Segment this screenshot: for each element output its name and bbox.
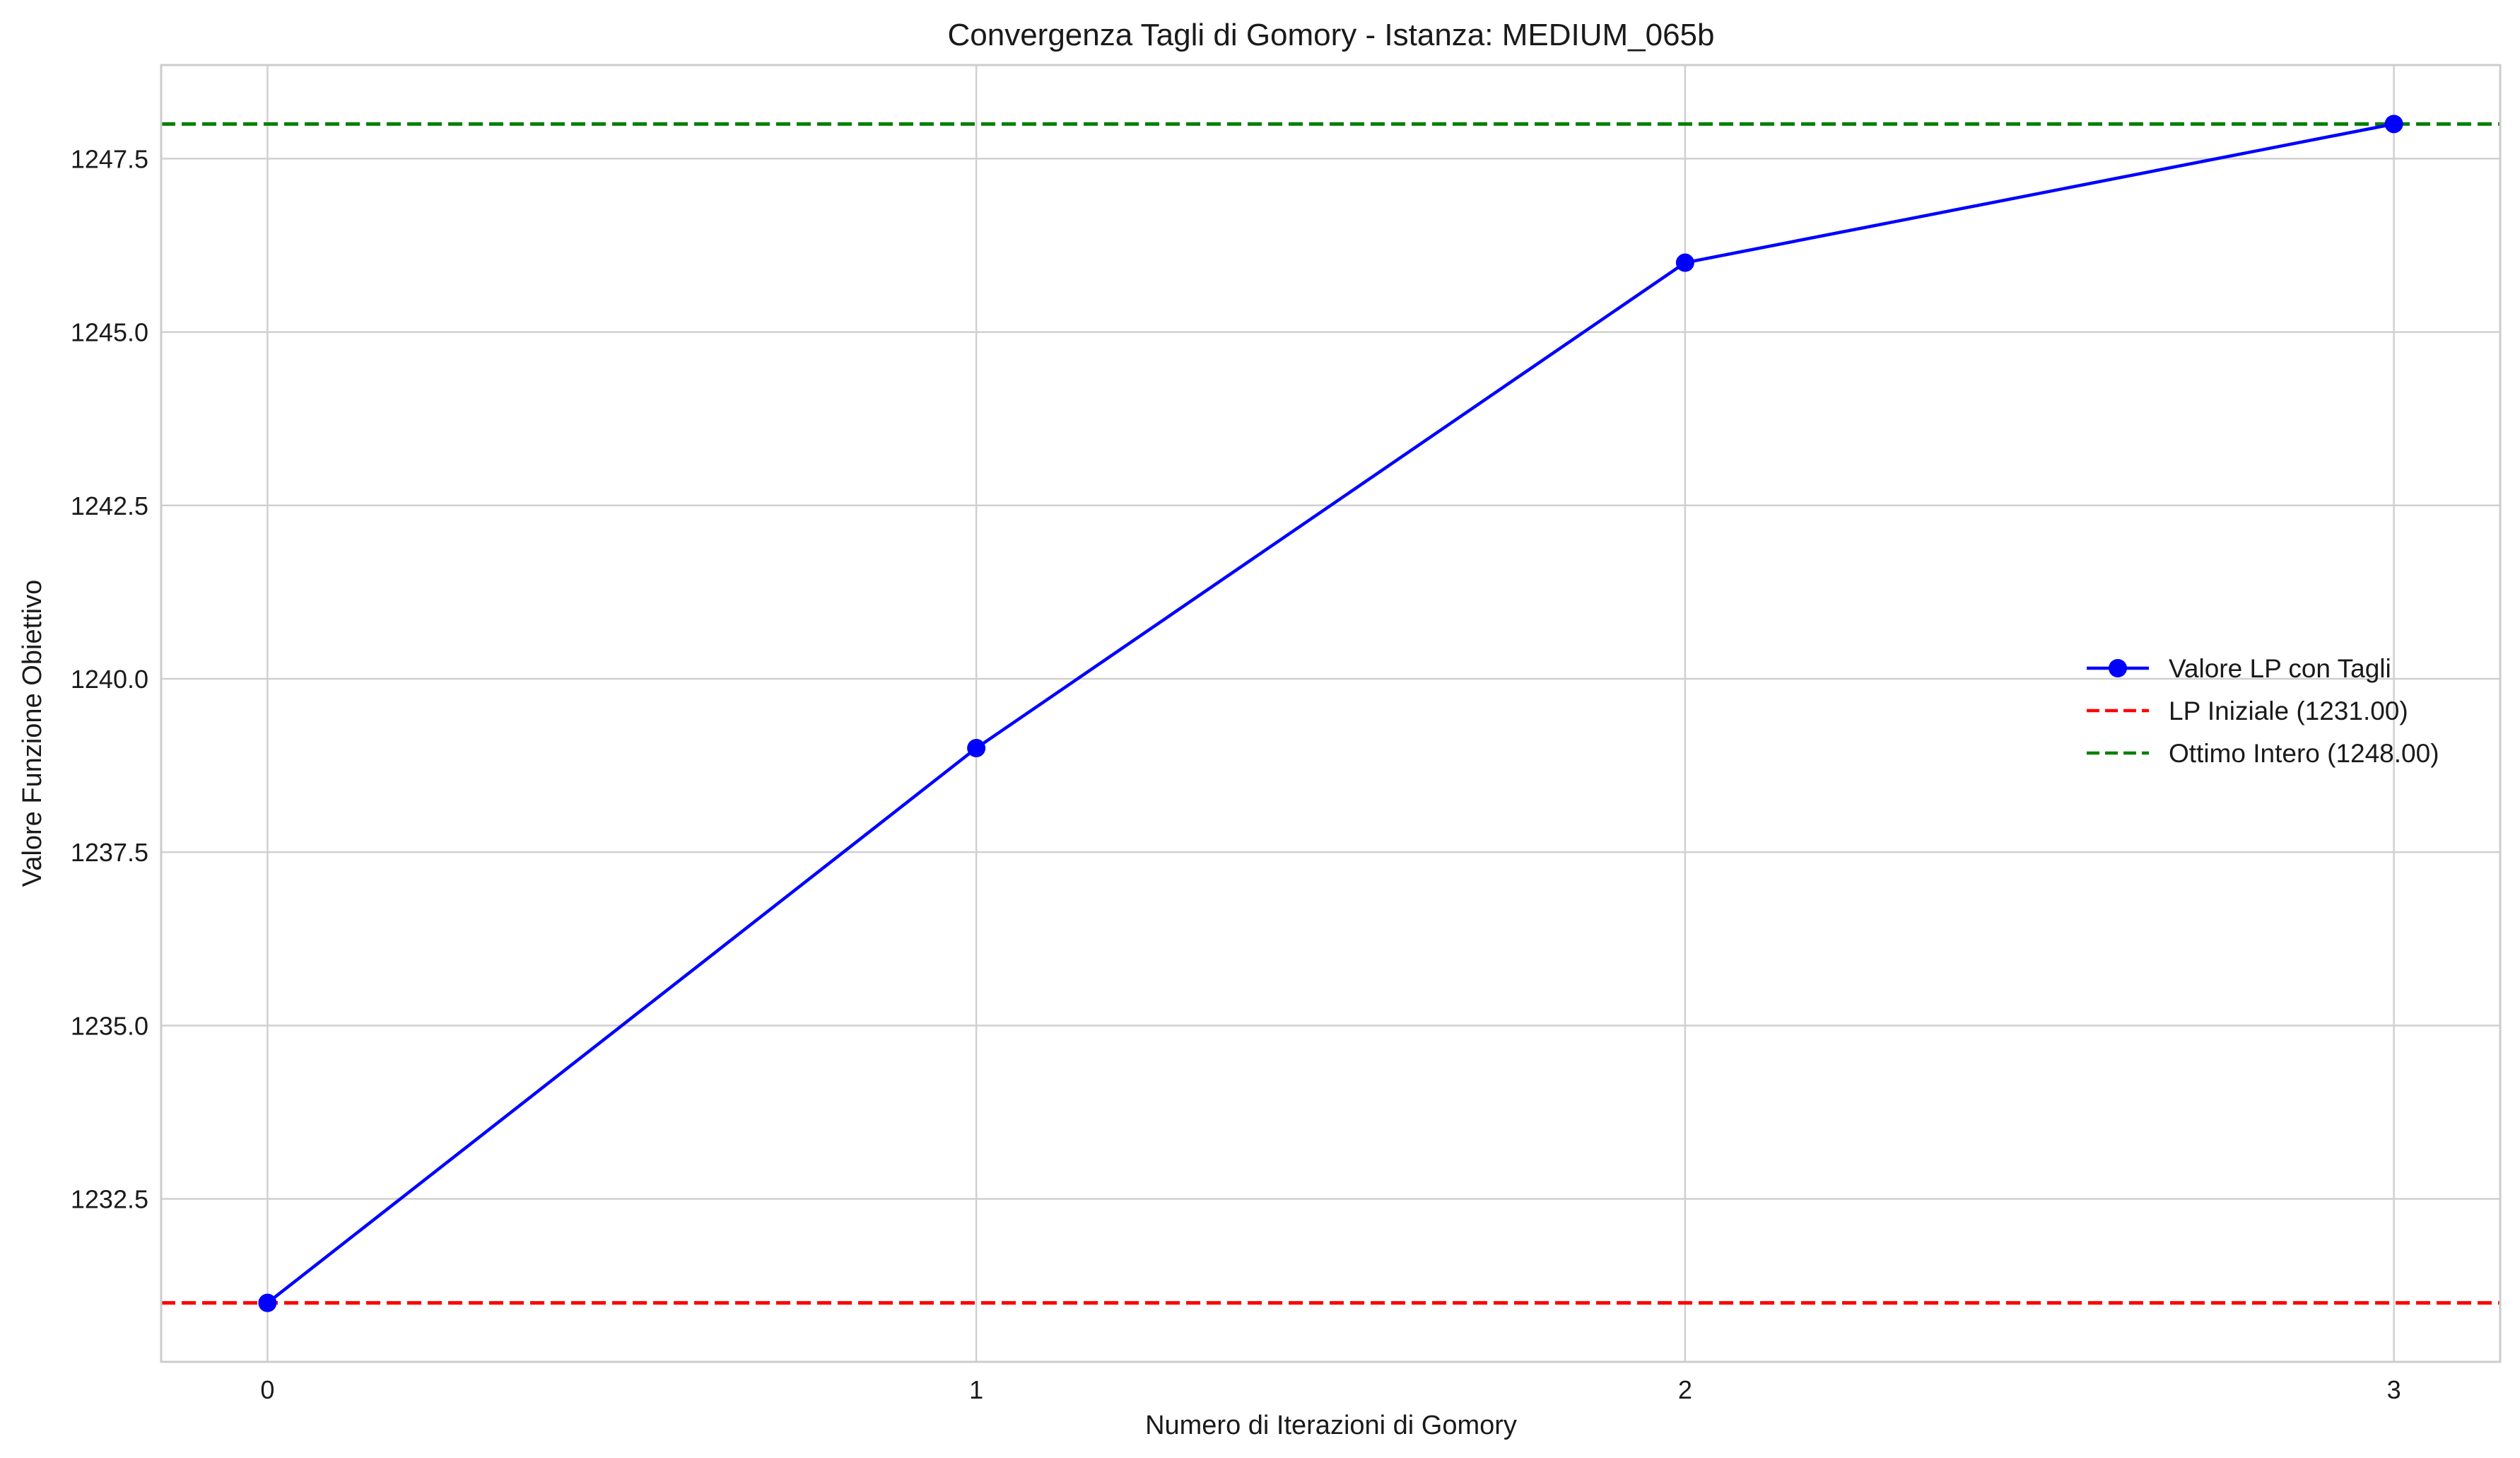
x-tick-label: 2: [1678, 1375, 1692, 1404]
plot-frame: [160, 64, 2502, 1363]
y-tick-labels: 1232.5 1235.0 1237.5 1240.0 1242.5 1245.0 1247…: [71, 144, 148, 1213]
series-line: [266, 122, 2395, 1305]
legend-item-lp-iniziale: LP Iniziale (1231.00): [2087, 696, 2408, 725]
series-point: [1675, 253, 1694, 272]
legend-item-series: Valore LP con Tagli: [2087, 654, 2391, 683]
y-tick-label: 1247.5: [71, 144, 148, 173]
legend-ottimo-intero-label: Ottimo Intero (1248.00): [2169, 739, 2439, 768]
x-tick-label: 3: [2387, 1375, 2401, 1404]
y-axis-label: Valore Funzione Obiettivo: [18, 580, 47, 887]
y-tick-label: 1242.5: [71, 491, 148, 520]
series-point: [258, 1293, 277, 1312]
series-layer: [258, 115, 2403, 1312]
y-tick-label: 1235.0: [71, 1011, 148, 1040]
x-tick-label: 0: [260, 1375, 274, 1404]
legend-item-ottimo-intero: Ottimo Intero (1248.00): [2087, 739, 2439, 768]
x-tick-labels: 0 1 2 3: [260, 1375, 2401, 1404]
y-tick-label: 1245.0: [71, 318, 148, 347]
x-axis-label: Numero di Iterazioni di Gomory: [1145, 1411, 1517, 1440]
chart-title: Convergenza Tagli di Gomory - Istanza: M…: [947, 18, 1714, 52]
y-tick-label: 1237.5: [71, 838, 148, 867]
legend: Valore LP con Tagli LP Iniziale (1231.00…: [2087, 654, 2439, 768]
y-tick-label: 1240.0: [71, 665, 148, 694]
grid-layer: [161, 65, 2500, 1362]
legend-lp-iniziale-label: LP Iniziale (1231.00): [2169, 696, 2408, 725]
series-point: [2384, 115, 2403, 134]
legend-series-label: Valore LP con Tagli: [2169, 654, 2391, 683]
y-tick-label: 1232.5: [71, 1185, 148, 1214]
legend-series-swatch-marker: [2109, 659, 2127, 677]
reference-lines: [161, 122, 2500, 1305]
x-tick-label: 1: [969, 1375, 983, 1404]
series-point: [967, 739, 986, 758]
